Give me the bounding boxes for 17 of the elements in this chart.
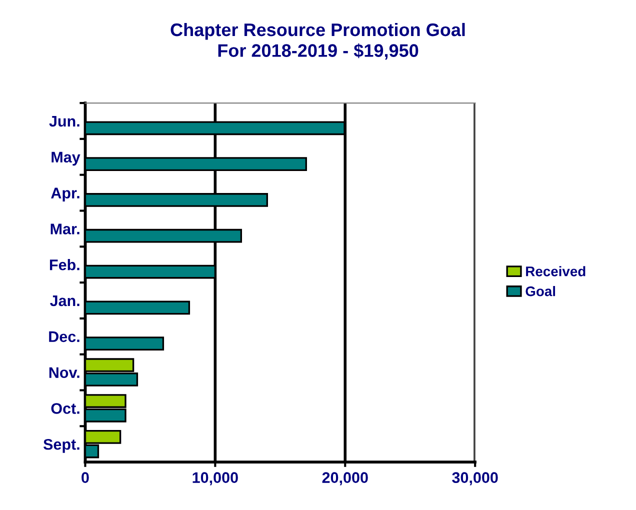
legend-label: Goal	[526, 286, 556, 296]
y-tick-label: Oct.	[51, 403, 80, 414]
y-tick-label: Dec.	[49, 331, 80, 342]
y-tick-label: Mar.	[50, 224, 80, 234]
x-tick-label: 0	[82, 472, 89, 484]
y-tick-label: Apr.	[51, 188, 80, 202]
legend-label: Received	[526, 266, 586, 276]
y-tick-label: Nov.	[49, 367, 80, 378]
y-tick-label: Feb.	[50, 259, 80, 270]
y-tick-label: Jun.	[49, 116, 80, 127]
y-tick-label: Jan.	[50, 296, 80, 306]
x-tick-label: 10,000	[192, 472, 238, 486]
chart-title: Chapter Resource Promotion Goal For 2018-2019 - $19,950	[170, 22, 465, 60]
x-tick-label: 30,000	[452, 472, 498, 486]
y-tick-label: May	[52, 152, 80, 166]
y-tick-label: Sept.	[43, 438, 80, 453]
x-tick-label: 20,000	[322, 472, 368, 486]
